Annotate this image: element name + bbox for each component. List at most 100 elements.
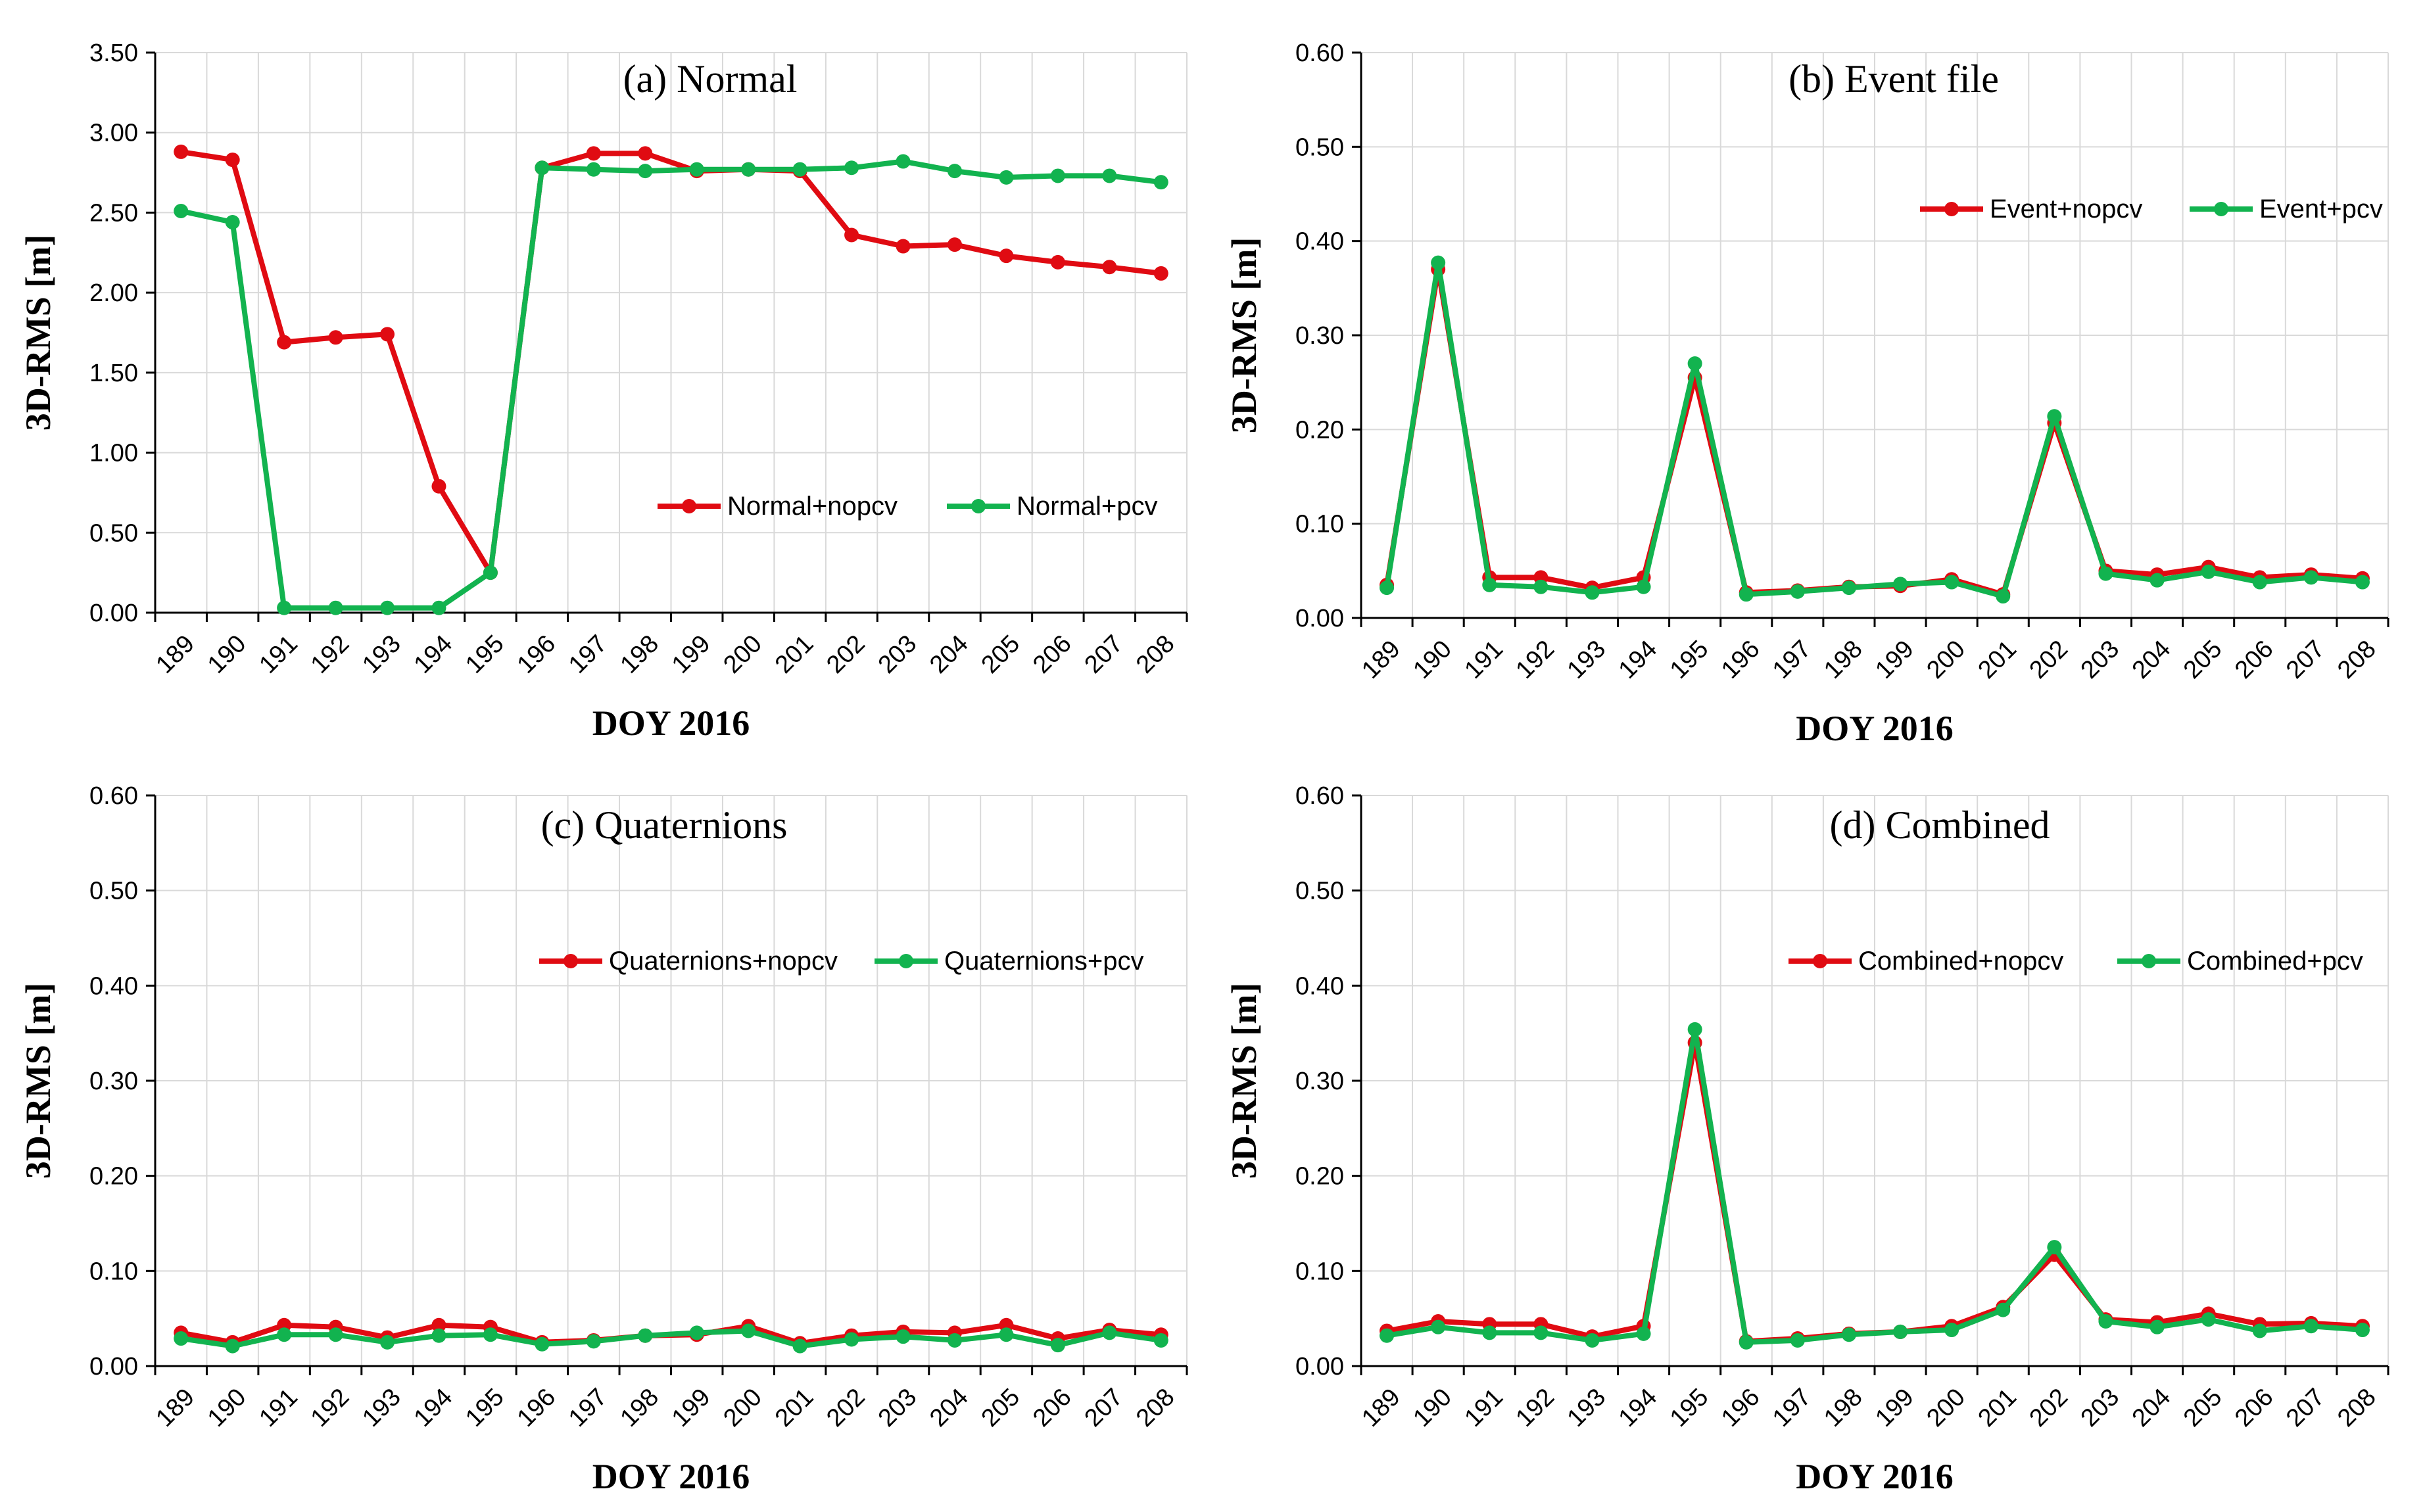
chart-title: (d) Combined [1830,803,2050,847]
x-tick-label: 205 [976,1383,1026,1432]
data-point-pcv [483,1327,498,1342]
data-point-pcv [638,164,653,179]
y-tick-label: 0.40 [1295,972,1344,1000]
data-point-pcv [741,1323,756,1338]
x-tick-label: 198 [615,1383,665,1432]
x-tick-label: 195 [460,630,510,679]
data-point-pcv [1893,1324,1908,1339]
data-point-pcv [225,215,240,230]
x-tick-label: 193 [1562,635,1612,684]
y-tick-label: 0.10 [1295,1258,1344,1285]
x-tick-label: 206 [2230,1383,2279,1432]
data-point-pcv [1996,1302,2011,1317]
data-point-pcv [689,1325,704,1340]
data-point-pcv [535,1336,550,1352]
data-point-pcv [2047,409,2062,424]
x-tick-label: 206 [1028,1383,1077,1432]
x-tick-label: 190 [203,1383,252,1432]
x-tick-label: 204 [2127,1383,2176,1432]
y-tick-label: 2.50 [89,199,138,227]
data-point-pcv [586,1334,601,1349]
legend-swatch-marker [564,954,578,968]
data-point-nopcv [896,239,911,254]
y-tick-label: 0.60 [1295,39,1344,67]
x-tick-label: 202 [821,1383,871,1432]
x-tick-label: 197 [1767,1383,1817,1432]
chart-title: (c) Quaternions [541,803,788,847]
data-point-pcv [1944,1323,1959,1338]
y-tick-label: 0.60 [89,782,138,810]
x-tick-label: 207 [2281,635,2330,684]
x-tick-label: 207 [1080,1383,1129,1432]
data-point-nopcv [638,146,653,161]
data-point-pcv [1482,577,1497,592]
data-point-pcv [947,1333,962,1348]
x-tick-label: 205 [2178,1383,2228,1432]
y-tick-label: 3.00 [89,120,138,147]
x-tick-label: 191 [254,1383,303,1432]
legend-swatch-marker [1813,954,1827,968]
x-tick-label: 202 [2025,1383,2074,1432]
x-tick-label: 208 [1131,1383,1180,1432]
x-tick-label: 200 [1921,1383,1971,1432]
legend-label: Event+pcv [2259,195,2383,224]
data-point-pcv [1687,1022,1702,1037]
data-point-pcv [1790,1333,1805,1348]
x-tick-label: 194 [1614,1383,1663,1432]
data-point-nopcv [380,327,395,342]
y-tick-label: 0.30 [1295,1068,1344,1095]
chart-title: (a) Normal [623,57,798,101]
data-point-pcv [1102,1325,1117,1340]
x-tick-label: 198 [615,630,665,679]
x-tick-label: 196 [1716,1383,1765,1432]
data-point-nopcv [225,153,240,168]
data-point-pcv [2355,575,2370,590]
data-point-pcv [2149,1319,2165,1335]
legend-label: Normal+pcv [1017,492,1158,521]
panel-b: 0.00 0.10 0.20 0.30 0.40 0.50 0.60 189 190 191 192… [1224,39,2389,748]
data-point-nopcv [328,330,343,345]
data-point-pcv [638,1328,653,1343]
x-tick-label: 194 [1614,635,1663,684]
x-tick-label: 191 [1459,635,1508,684]
x-tick-label: 196 [512,1383,562,1432]
x-tick-label: 201 [770,630,819,679]
series-line-pcv [180,1328,1162,1349]
data-point-pcv [2098,1314,2113,1329]
x-tick-label: 203 [2076,635,2125,684]
data-point-nopcv [277,335,292,350]
x-tick-label: 208 [2332,635,2382,684]
data-point-pcv [2201,564,2216,579]
data-point-nopcv [844,227,859,243]
x-tick-label: 208 [2332,1383,2382,1432]
data-point-pcv [896,1329,911,1344]
legend-swatch-marker [899,954,913,968]
legend-swatch-marker [682,499,696,513]
data-point-pcv [689,162,704,177]
x-tick-label: 194 [409,630,458,679]
x-tick-label: 189 [151,1383,200,1432]
x-tick-label: 203 [2076,1383,2125,1432]
data-point-pcv [1944,575,1959,590]
x-tick-label: 193 [357,1383,406,1432]
data-point-pcv [741,162,756,177]
data-point-pcv [1380,1328,1395,1343]
legend-label: Combined+pcv [2187,947,2363,976]
y-tick-label: 1.50 [89,360,138,387]
y-tick-label: 0.50 [89,878,138,905]
data-point-pcv [999,1327,1014,1342]
legend-swatch-marker [2214,202,2228,216]
data-point-pcv [1482,1325,1497,1340]
x-tick-label: 201 [770,1383,819,1432]
data-point-nopcv [431,1317,446,1333]
x-tick-label: 203 [873,630,923,679]
y-tick-label: 0.50 [1295,133,1344,161]
data-point-pcv [2355,1323,2370,1338]
x-axis-title: DOY 2016 [592,1457,750,1496]
data-point-pcv [2201,1312,2216,1327]
data-point-pcv [1153,1333,1168,1348]
data-point-pcv [380,1335,395,1350]
data-point-pcv [792,162,807,177]
data-point-pcv [483,565,498,580]
y-tick-label: 0.20 [89,1163,138,1191]
